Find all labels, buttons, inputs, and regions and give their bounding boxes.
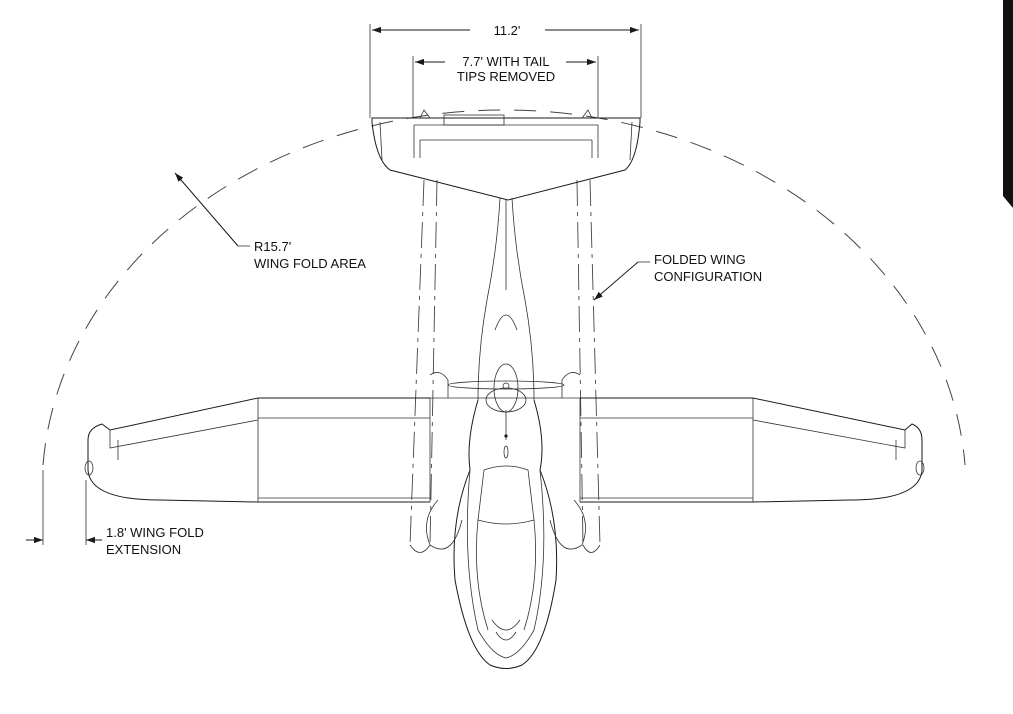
overall-width-label: 11.2'	[494, 23, 521, 38]
center-wing-section	[429, 372, 581, 502]
tail-width-label-line1: 7.7' WITH TAIL	[462, 54, 549, 69]
fold-radius-callout: R15.7' WING FOLD AREA	[174, 172, 366, 271]
tail-boom	[477, 197, 535, 401]
folded-wing-outline	[409, 179, 601, 553]
overall-width-dimension: 11.2'	[369, 23, 642, 118]
fuselage	[426, 399, 586, 669]
folded-wing-label-line2: CONFIGURATION	[654, 269, 762, 284]
tail-assembly	[371, 109, 641, 201]
edge-tab	[1003, 0, 1013, 208]
extension-label-line1: 1.8' WING FOLD	[106, 525, 204, 540]
left-wing	[84, 397, 430, 503]
folded-wing-callout: FOLDED WING CONFIGURATION	[593, 252, 762, 301]
fold-radius-label-line2: WING FOLD AREA	[254, 256, 366, 271]
folded-wing-label-line1: FOLDED WING	[654, 252, 746, 267]
wing-fold-extension-dimension: 1.8' WING FOLD EXTENSION	[26, 470, 204, 557]
propeller	[447, 363, 565, 459]
right-wing	[580, 397, 925, 503]
tail-width-label-line2: TIPS REMOVED	[457, 69, 555, 84]
tail-width-dimension: 7.7' WITH TAIL TIPS REMOVED	[412, 54, 599, 118]
wing-fold-area-arc	[42, 109, 966, 466]
extension-label-line2: EXTENSION	[106, 542, 181, 557]
fold-radius-label-line1: R15.7'	[254, 239, 291, 254]
